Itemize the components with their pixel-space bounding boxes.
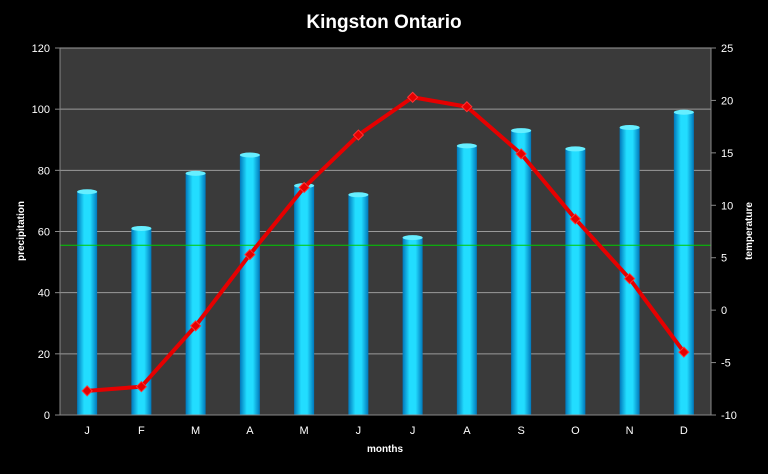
x-tick-label: J xyxy=(84,425,90,437)
temperature-point xyxy=(135,380,148,393)
precipitation-bar xyxy=(565,148,586,416)
x-tick-label: S xyxy=(517,425,524,437)
temperature-point xyxy=(569,213,582,225)
bar-cap xyxy=(619,125,640,131)
y-tick-label: 20 xyxy=(38,349,50,361)
temperature-line xyxy=(86,95,686,393)
precipitation-bar xyxy=(239,155,260,415)
precipitation-bar xyxy=(619,127,640,416)
x-tick-label: D xyxy=(680,425,688,437)
temperature-point xyxy=(678,346,690,358)
x-tick-label: N xyxy=(626,425,634,437)
x-tick-label: A xyxy=(463,425,471,437)
y2-tick-label: 0 xyxy=(721,305,727,317)
y2-tick-label: 5 xyxy=(721,253,727,265)
chart-title: Kingston Ontario xyxy=(306,12,461,33)
bar-cap xyxy=(402,235,423,241)
temperature-point xyxy=(461,101,473,113)
temperature-point xyxy=(623,272,636,285)
bar-cap xyxy=(673,109,694,115)
bar-cap xyxy=(239,152,260,158)
bar-cap xyxy=(565,146,586,152)
x-tick-label: M xyxy=(191,425,200,437)
y-tick-label: 40 xyxy=(38,288,50,300)
x-tick-label: J xyxy=(410,425,416,437)
precipitation-bar xyxy=(673,112,694,415)
y-tick-label: 0 xyxy=(44,410,50,422)
bar-cap xyxy=(348,192,369,198)
bar-cap xyxy=(511,128,532,134)
bar-cap xyxy=(77,189,98,195)
precipitation-bar xyxy=(348,194,369,415)
x-tick-label: J xyxy=(356,425,362,437)
x-tick-label: M xyxy=(300,425,309,437)
x-axis-title: months xyxy=(367,444,404,455)
temperature-point xyxy=(298,181,310,194)
precipitation-bar xyxy=(131,228,152,415)
temperature-point xyxy=(406,91,419,103)
bar-cap xyxy=(456,143,477,149)
precipitation-bars xyxy=(77,109,694,416)
y2-tick-label: -5 xyxy=(721,358,731,370)
y2-tick-label: 10 xyxy=(721,200,733,212)
y-tick-label: 60 xyxy=(38,227,50,239)
precipitation-bar xyxy=(402,237,423,415)
precipitation-bar xyxy=(77,191,98,415)
y2-tick-label: -10 xyxy=(721,410,737,422)
temperature-point xyxy=(515,148,527,160)
x-tick-label: O xyxy=(571,425,580,437)
precipitation-bar xyxy=(294,185,315,415)
temperature-point xyxy=(352,129,365,141)
x-tick-label: F xyxy=(138,425,145,437)
bar-cap xyxy=(131,225,152,231)
y-tick-label: 100 xyxy=(32,104,50,116)
y2-tick-label: 20 xyxy=(721,95,733,107)
temperature-point xyxy=(189,320,202,332)
y-axis-title: precipitation xyxy=(16,201,27,261)
y2-axis-title: temperature xyxy=(744,202,755,260)
temperature-point xyxy=(81,385,93,397)
temperature-point xyxy=(244,248,256,261)
y-tick-label: 80 xyxy=(38,165,50,177)
x-tick-label: A xyxy=(246,425,254,437)
temperature-line-layer xyxy=(81,91,690,397)
axes: 0 20 40 60 80 100 120 -10 -5 0 5 10 15 20 25 J F M A M J J A S O… xyxy=(32,43,737,437)
y2-tick-label: 25 xyxy=(721,43,733,55)
y2-tick-label: 15 xyxy=(721,148,733,160)
bar-cap xyxy=(185,170,206,176)
precipitation-bar xyxy=(185,173,206,415)
precipitation-bar xyxy=(456,145,477,415)
precipitation-bar xyxy=(511,130,532,415)
y-tick-label: 120 xyxy=(32,43,50,55)
